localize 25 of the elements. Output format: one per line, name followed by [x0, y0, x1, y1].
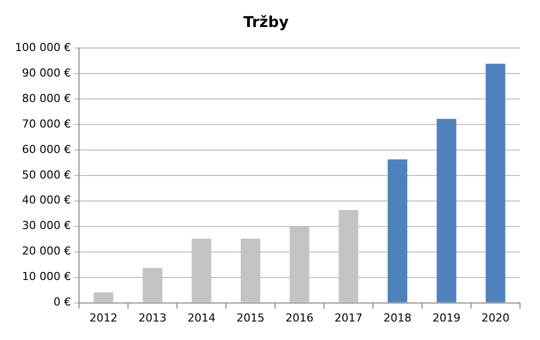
x-tick-label: 2012 [89, 311, 118, 324]
bar [94, 292, 114, 302]
y-tick-label: 70 000 € [22, 117, 71, 130]
y-tick-label: 10 000 € [22, 270, 71, 284]
x-tick-label: 2015 [236, 311, 264, 324]
chart-title: Tržby [243, 12, 289, 31]
y-tick-label: 90 000 € [22, 66, 71, 80]
bar [486, 64, 506, 302]
x-tick-label: 2018 [383, 311, 412, 324]
y-tick-label: 100 000 € [15, 40, 71, 54]
y-tick-label: 50 000 € [22, 168, 71, 182]
y-tick-label: 30 000 € [22, 219, 71, 232]
x-tick-label: 2020 [482, 311, 510, 324]
x-tick-label: 2013 [138, 311, 166, 324]
y-tick-label: 80 000 € [22, 92, 71, 105]
x-tick-label: 2016 [285, 311, 314, 324]
x-tick-label: 2019 [432, 311, 460, 324]
bar [388, 159, 408, 302]
y-tick-label: 40 000 € [22, 194, 71, 207]
bar [436, 118, 456, 302]
y-tick-label: 0 € [53, 296, 71, 309]
x-tick-label: 2017 [334, 311, 362, 324]
y-tick-label: 20 000 € [22, 244, 71, 258]
y-tick-label: 60 000 € [22, 142, 71, 156]
x-tick-label: 2014 [187, 311, 216, 324]
